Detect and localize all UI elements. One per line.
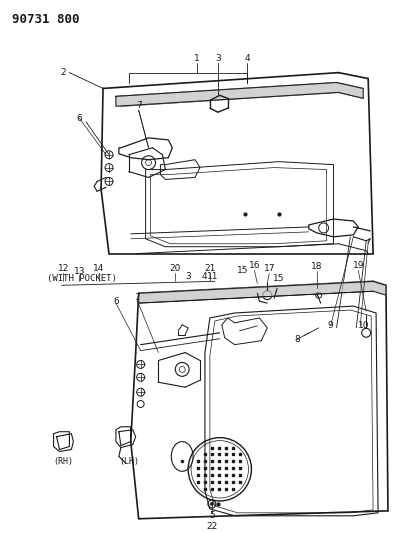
Text: 5: 5 xyxy=(209,511,215,520)
Text: 4: 4 xyxy=(201,272,207,281)
Text: 11: 11 xyxy=(207,272,219,281)
Text: 20: 20 xyxy=(170,264,181,273)
Text: 15: 15 xyxy=(237,266,248,275)
Text: (RH): (RH) xyxy=(53,457,73,466)
Text: 8: 8 xyxy=(294,335,300,344)
Text: 17: 17 xyxy=(263,264,275,273)
Text: 90731 800: 90731 800 xyxy=(12,13,79,26)
Text: 6: 6 xyxy=(77,114,82,123)
Text: 12: 12 xyxy=(58,264,69,273)
Text: 3: 3 xyxy=(215,54,221,63)
Text: (WITH POCKET): (WITH POCKET) xyxy=(47,274,117,283)
Text: (LH): (LH) xyxy=(119,457,139,466)
Text: 14: 14 xyxy=(93,264,105,273)
Text: 4: 4 xyxy=(245,54,250,63)
Text: 6: 6 xyxy=(113,297,119,305)
Text: 15: 15 xyxy=(273,274,285,283)
Text: 16: 16 xyxy=(249,261,260,270)
Text: 7: 7 xyxy=(134,293,140,302)
Text: 22: 22 xyxy=(206,522,217,531)
Text: 10: 10 xyxy=(358,321,369,330)
Circle shape xyxy=(210,503,213,505)
Polygon shape xyxy=(116,83,363,106)
Polygon shape xyxy=(139,281,386,303)
Text: 21: 21 xyxy=(204,264,215,273)
Text: 19: 19 xyxy=(353,261,364,270)
Text: 7: 7 xyxy=(136,101,142,110)
Text: 3: 3 xyxy=(185,272,191,281)
Text: 9: 9 xyxy=(328,321,334,330)
Text: 13: 13 xyxy=(73,267,85,276)
Text: 1: 1 xyxy=(194,54,200,63)
Text: 2: 2 xyxy=(61,68,66,77)
Text: 18: 18 xyxy=(311,262,322,271)
